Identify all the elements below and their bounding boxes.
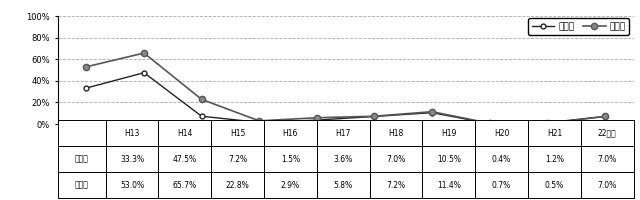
Text: 0.5%: 0.5% bbox=[545, 180, 564, 190]
Text: 0.4%: 0.4% bbox=[492, 154, 511, 164]
Bar bbox=[422, 172, 476, 198]
Bar bbox=[476, 172, 528, 198]
Bar bbox=[528, 172, 581, 198]
Bar bbox=[581, 146, 634, 172]
Line: 自排局: 自排局 bbox=[83, 50, 608, 127]
Text: H19: H19 bbox=[441, 129, 456, 138]
Bar bbox=[106, 120, 159, 146]
一般局 bbox=[601, 115, 609, 118]
自排局 bbox=[486, 122, 493, 124]
自排局 bbox=[543, 122, 551, 125]
Text: 自排局: 自排局 bbox=[75, 180, 88, 190]
Text: H21: H21 bbox=[547, 129, 562, 138]
自排局 bbox=[371, 115, 378, 117]
Bar bbox=[370, 172, 422, 198]
自排局 bbox=[601, 115, 609, 118]
Bar bbox=[211, 120, 264, 146]
一般局 bbox=[255, 121, 263, 124]
一般局 bbox=[543, 122, 551, 124]
一般局 bbox=[486, 122, 493, 125]
Bar bbox=[106, 146, 159, 172]
一般局 bbox=[313, 119, 321, 121]
Text: 22.8%: 22.8% bbox=[226, 180, 250, 190]
Text: 2.9%: 2.9% bbox=[281, 180, 300, 190]
Bar bbox=[317, 120, 370, 146]
Text: H14: H14 bbox=[177, 129, 193, 138]
Text: H18: H18 bbox=[388, 129, 404, 138]
Bar bbox=[476, 120, 528, 146]
Bar bbox=[58, 120, 106, 146]
Text: H17: H17 bbox=[335, 129, 351, 138]
Bar bbox=[264, 146, 317, 172]
一般局 bbox=[198, 115, 205, 117]
Text: H13: H13 bbox=[124, 129, 140, 138]
Text: 1.2%: 1.2% bbox=[545, 154, 564, 164]
Bar bbox=[159, 172, 211, 198]
Text: 7.2%: 7.2% bbox=[228, 154, 247, 164]
Bar bbox=[581, 120, 634, 146]
Text: H15: H15 bbox=[230, 129, 245, 138]
自排局 bbox=[140, 52, 148, 54]
Bar bbox=[264, 120, 317, 146]
Bar bbox=[264, 172, 317, 198]
Bar bbox=[106, 172, 159, 198]
自排局 bbox=[198, 98, 205, 101]
一般局 bbox=[140, 71, 148, 74]
Bar bbox=[370, 146, 422, 172]
自排局 bbox=[255, 120, 263, 122]
Text: 7.2%: 7.2% bbox=[387, 180, 406, 190]
Bar bbox=[58, 172, 106, 198]
Text: 65.7%: 65.7% bbox=[173, 180, 197, 190]
Text: 47.5%: 47.5% bbox=[173, 154, 197, 164]
Bar bbox=[422, 120, 476, 146]
自排局 bbox=[83, 66, 90, 68]
Legend: 一般局, 自排局: 一般局, 自排局 bbox=[528, 18, 629, 35]
Bar bbox=[159, 120, 211, 146]
Bar bbox=[159, 146, 211, 172]
Line: 一般局: 一般局 bbox=[84, 70, 607, 126]
Bar bbox=[422, 146, 476, 172]
Bar bbox=[58, 146, 106, 172]
Text: 11.4%: 11.4% bbox=[437, 180, 461, 190]
Text: 1.5%: 1.5% bbox=[281, 154, 300, 164]
Bar bbox=[528, 146, 581, 172]
自排局 bbox=[428, 110, 436, 113]
Text: H20: H20 bbox=[494, 129, 509, 138]
Bar bbox=[317, 172, 370, 198]
Text: 7.0%: 7.0% bbox=[598, 180, 617, 190]
Bar bbox=[476, 146, 528, 172]
Text: 5.8%: 5.8% bbox=[333, 180, 353, 190]
Bar bbox=[317, 146, 370, 172]
Text: H16: H16 bbox=[283, 129, 298, 138]
Bar bbox=[211, 146, 264, 172]
Text: 53.0%: 53.0% bbox=[120, 180, 144, 190]
Text: 7.0%: 7.0% bbox=[387, 154, 406, 164]
Text: 0.7%: 0.7% bbox=[492, 180, 511, 190]
Text: 22年度: 22年度 bbox=[598, 129, 616, 138]
一般局 bbox=[428, 111, 436, 114]
Bar bbox=[528, 120, 581, 146]
Text: 7.0%: 7.0% bbox=[598, 154, 617, 164]
一般局 bbox=[83, 87, 90, 89]
Text: 10.5%: 10.5% bbox=[437, 154, 461, 164]
一般局 bbox=[371, 115, 378, 118]
Bar bbox=[211, 172, 264, 198]
Bar bbox=[581, 172, 634, 198]
Bar bbox=[370, 120, 422, 146]
Text: 33.3%: 33.3% bbox=[120, 154, 144, 164]
Text: 3.6%: 3.6% bbox=[333, 154, 353, 164]
自排局 bbox=[313, 117, 321, 119]
Text: 一般局: 一般局 bbox=[75, 154, 88, 164]
